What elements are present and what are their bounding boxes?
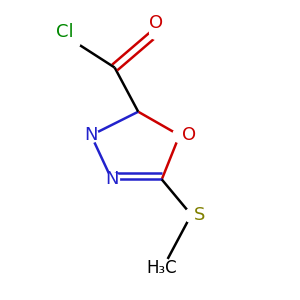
Text: N: N (105, 170, 119, 188)
Text: O: O (182, 126, 197, 144)
Text: S: S (194, 206, 206, 224)
Text: H₃C: H₃C (146, 259, 177, 277)
Text: Cl: Cl (56, 23, 74, 41)
Text: O: O (149, 14, 163, 32)
Text: N: N (84, 126, 98, 144)
